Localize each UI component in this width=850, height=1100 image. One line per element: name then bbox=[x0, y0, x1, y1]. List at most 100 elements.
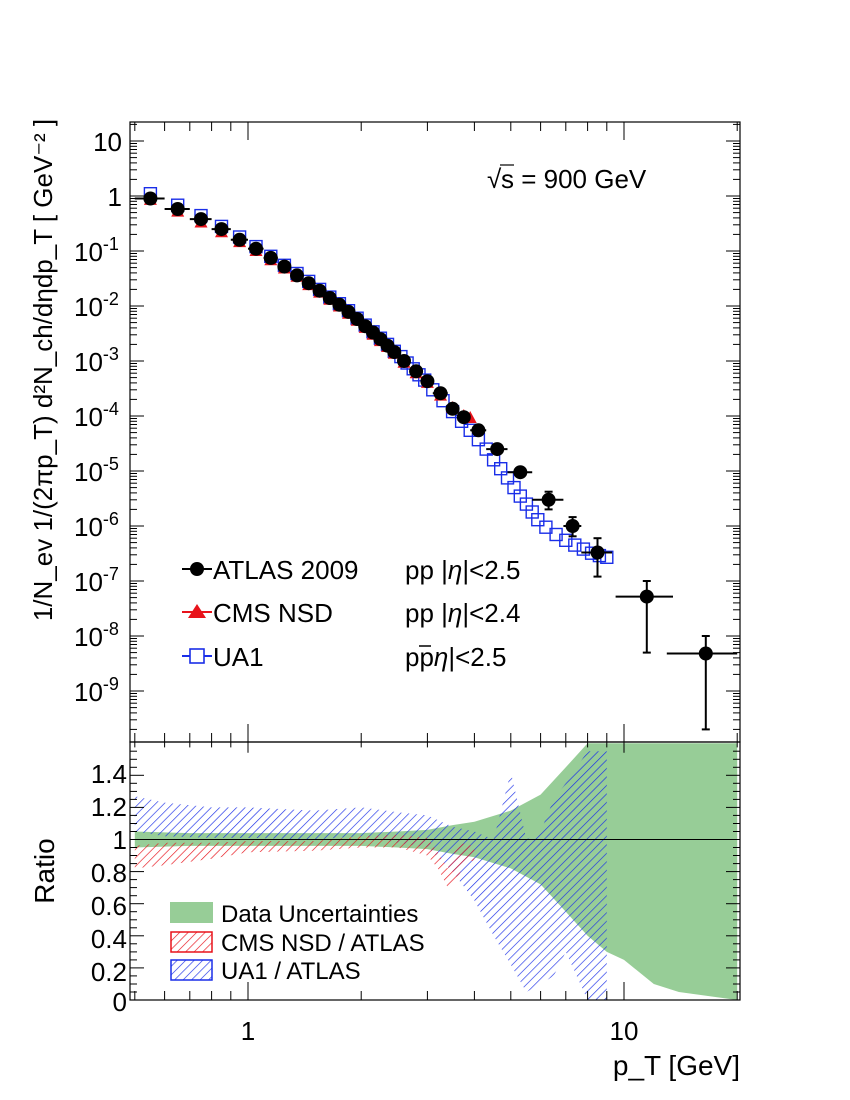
atlas-point bbox=[397, 354, 411, 368]
atlas-point bbox=[232, 232, 247, 247]
atlas-point bbox=[214, 222, 229, 237]
band-cms-ratio bbox=[134, 834, 475, 888]
ua1-point bbox=[559, 533, 573, 547]
atlas-point bbox=[513, 465, 528, 480]
y-tick-label-pow: 10-2 bbox=[74, 289, 119, 322]
top-y-axis-label: 1/N_ev 1/(2πp_T) d²N_ch/dηdp_T [ GeV⁻² ] bbox=[28, 119, 58, 621]
legend-cms-ratio-label: CMS NSD / ATLAS bbox=[221, 930, 425, 957]
atlas-point bbox=[290, 268, 304, 283]
y-tick-base: 10 bbox=[74, 457, 103, 487]
energy-annotation: √ s = 900 GeV bbox=[487, 164, 647, 194]
atlas-point bbox=[590, 545, 605, 560]
atlas-point bbox=[433, 386, 448, 401]
legend-cms-proc-part: pp | bbox=[405, 598, 448, 628]
bottom-y-axis-title: Ratio bbox=[29, 838, 60, 903]
y-tick-exponent: -9 bbox=[103, 674, 119, 694]
atlas-point bbox=[490, 442, 505, 457]
sqrt-symbol: √ bbox=[487, 164, 502, 194]
ratio-tick-1-4: 1.4 bbox=[91, 759, 127, 789]
atlas-point bbox=[249, 241, 263, 256]
legend-atlas-eta: η bbox=[448, 555, 462, 585]
ua1-point bbox=[539, 520, 553, 534]
legend-ua1-ratio-swatch bbox=[170, 959, 213, 981]
legend-ua1-cut: |<2.5 bbox=[448, 642, 506, 672]
y-tick-exponent: -7 bbox=[103, 564, 119, 584]
legend-ua1-ratio-label: UA1 / ATLAS bbox=[221, 958, 361, 985]
legend-ua1: UA1 ppη|<2.5 bbox=[182, 642, 506, 672]
band-ua1-ratio bbox=[134, 751, 607, 1000]
atlas-point bbox=[194, 212, 208, 227]
legend-ua1-process: ppη|<2.5 bbox=[405, 642, 506, 672]
legend-ua1-eta: η bbox=[434, 642, 448, 672]
y-tick-exponent: -1 bbox=[103, 234, 119, 254]
ua1-point bbox=[494, 462, 508, 476]
ratio-bands bbox=[134, 743, 738, 1000]
legend-atlas-process: pp |η|<2.5 bbox=[405, 555, 520, 585]
legend-atlas-cut: |<2.5 bbox=[462, 555, 520, 585]
y-tick-base: 10 bbox=[74, 347, 103, 377]
y-tick-label-pow: 10-8 bbox=[74, 619, 119, 652]
atlas-point bbox=[301, 276, 316, 291]
ratio-tick-0: 0 bbox=[113, 987, 127, 1017]
atlas-point bbox=[541, 492, 556, 507]
energy-label: s = 900 GeV bbox=[501, 164, 647, 194]
ratio-tick-0-8: 0.8 bbox=[91, 858, 127, 888]
top-y-tick-labels: 10 1 bbox=[93, 127, 122, 212]
y-tick-base: 10 bbox=[74, 622, 103, 652]
x-tick-labels: 1 10 bbox=[241, 1016, 639, 1046]
axis-ticks bbox=[130, 122, 740, 1001]
y-tick-exponent: -4 bbox=[103, 399, 119, 419]
bottom-legend: Data Uncertainties CMS NSD / ATLAS UA1 /… bbox=[170, 901, 425, 985]
atlas-point bbox=[387, 345, 402, 360]
x-axis-label: p_T [GeV] bbox=[613, 1050, 740, 1081]
legend-cms-ratio-swatch bbox=[170, 931, 213, 953]
legend-cms: CMS NSD pp |η|<2.4 bbox=[182, 598, 520, 628]
legend-cms-cut: |<2.4 bbox=[462, 598, 520, 628]
atlas-point bbox=[170, 202, 185, 216]
ratio-tick-0-2: 0.2 bbox=[91, 957, 127, 987]
y-tick-label-pow: 10-5 bbox=[74, 454, 119, 487]
atlas-point bbox=[698, 646, 713, 661]
ua1-point bbox=[568, 538, 582, 552]
y-tick-label-10: 10 bbox=[93, 127, 122, 157]
y-tick-label-1: 1 bbox=[108, 182, 122, 212]
y-tick-exponent: -2 bbox=[103, 289, 119, 309]
y-tick-exponent: -5 bbox=[103, 454, 119, 474]
atlas-point bbox=[456, 410, 471, 425]
y-tick-label-pow: 10-9 bbox=[74, 674, 119, 707]
atlas-point bbox=[263, 250, 278, 265]
legend-atlas-label: ATLAS 2009 bbox=[213, 555, 359, 585]
y-tick-exponent: -6 bbox=[103, 509, 119, 529]
x-tick-label-1: 1 bbox=[241, 1016, 255, 1046]
y-tick-base: 10 bbox=[74, 677, 103, 707]
legend-cms-label: CMS NSD bbox=[213, 598, 333, 628]
ratio-axis-label: Ratio bbox=[29, 838, 60, 903]
atlas-point bbox=[445, 401, 460, 416]
legend-atlas: ATLAS 2009 pp |η|<2.5 bbox=[182, 555, 520, 585]
legend-ua1-marker bbox=[189, 648, 205, 664]
ua1-point bbox=[531, 513, 545, 527]
bottom-plot-frame bbox=[129, 741, 741, 1001]
atlas-point bbox=[420, 374, 435, 389]
bottom-y-tick-labels: 1.4 1.2 1 0.8 0.6 0.4 0.2 0 bbox=[91, 759, 127, 1017]
y-tick-base: 10 bbox=[74, 237, 103, 267]
atlas-point bbox=[471, 423, 486, 438]
y-tick-label-pow: 10-7 bbox=[74, 564, 119, 597]
legend-atlas-proc-part: pp | bbox=[405, 555, 448, 585]
top-y-power-labels: 10-110-210-310-410-510-610-710-810-9 bbox=[74, 234, 119, 707]
atlas-point bbox=[409, 364, 424, 379]
legend-cms-eta: η bbox=[448, 598, 462, 628]
y-tick-exponent: -3 bbox=[103, 344, 119, 364]
y-tick-label-pow: 10-3 bbox=[74, 344, 119, 377]
atlas-point bbox=[143, 191, 158, 206]
y-tick-exponent: -8 bbox=[103, 619, 119, 639]
y-tick-base: 10 bbox=[74, 567, 103, 597]
legend-data-unc-label: Data Uncertainties bbox=[221, 901, 418, 928]
ua1-point bbox=[576, 542, 591, 556]
y-tick-base: 10 bbox=[74, 292, 103, 322]
x-tick-label-10: 10 bbox=[610, 1016, 639, 1046]
spectrum-points bbox=[134, 186, 738, 731]
top-y-axis-title: 1/N_ev 1/(2πp_T) d²N_ch/dηdp_T [ GeV⁻² ] bbox=[28, 119, 58, 621]
